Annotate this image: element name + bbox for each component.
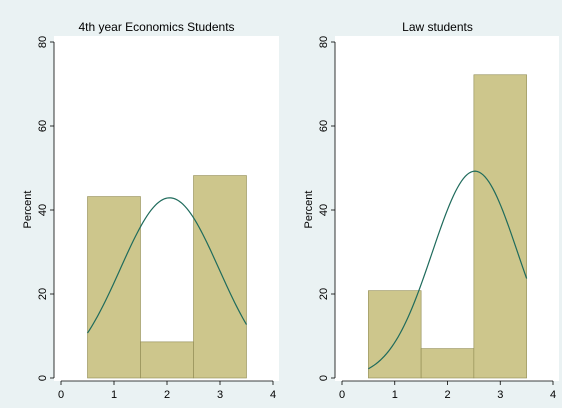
x-tick-label-4: 4 xyxy=(270,389,276,401)
y-axis-label: Percent xyxy=(22,191,34,229)
x-tick-label-1: 1 xyxy=(111,389,117,401)
x-tick-label-3: 3 xyxy=(497,389,503,401)
y-tick-label-0: 0 xyxy=(318,375,330,381)
y-tick-label-20: 20 xyxy=(318,288,330,300)
histogram-bar-3 xyxy=(193,175,247,379)
y-tick-label-20: 20 xyxy=(37,288,49,300)
panel-1: 4th year Economics Students020406080Perc… xyxy=(14,14,279,401)
chart-title: Law students xyxy=(402,20,473,34)
title-strip xyxy=(296,14,559,36)
y-tick-label-60: 60 xyxy=(318,120,330,132)
y-tick-label-0: 0 xyxy=(37,375,49,381)
title-strip xyxy=(14,14,279,36)
x-tick-label-3: 3 xyxy=(217,389,223,401)
y-tick-label-40: 40 xyxy=(318,204,330,216)
histogram-bar-3 xyxy=(473,74,527,379)
normal-density-curve xyxy=(86,197,248,334)
y-tick-label-60: 60 xyxy=(37,120,49,132)
normal-density-curve xyxy=(368,170,528,370)
x-tick-label-4: 4 xyxy=(550,389,556,401)
x-tick-label-2: 2 xyxy=(444,389,450,401)
x-tick-label-1: 1 xyxy=(392,389,398,401)
y-tick-label-80: 80 xyxy=(37,36,49,48)
y-tick-label-80: 80 xyxy=(318,36,330,48)
y-axis-label: Percent xyxy=(303,191,315,229)
x-tick-label-2: 2 xyxy=(164,389,170,401)
y-tick-label-40: 40 xyxy=(37,204,49,216)
histogram-bar-2 xyxy=(420,348,475,379)
x-tick-label-0: 0 xyxy=(58,389,64,401)
histogram-bar-1 xyxy=(87,196,141,379)
x-tick-label-0: 0 xyxy=(339,389,345,401)
panel-2: Law students 0 20 40 60 80 Percent 0 1 2 3 4 xyxy=(296,14,559,401)
chart-title: 4th year Economics Students xyxy=(78,20,234,34)
histogram-bar-2 xyxy=(140,341,194,379)
